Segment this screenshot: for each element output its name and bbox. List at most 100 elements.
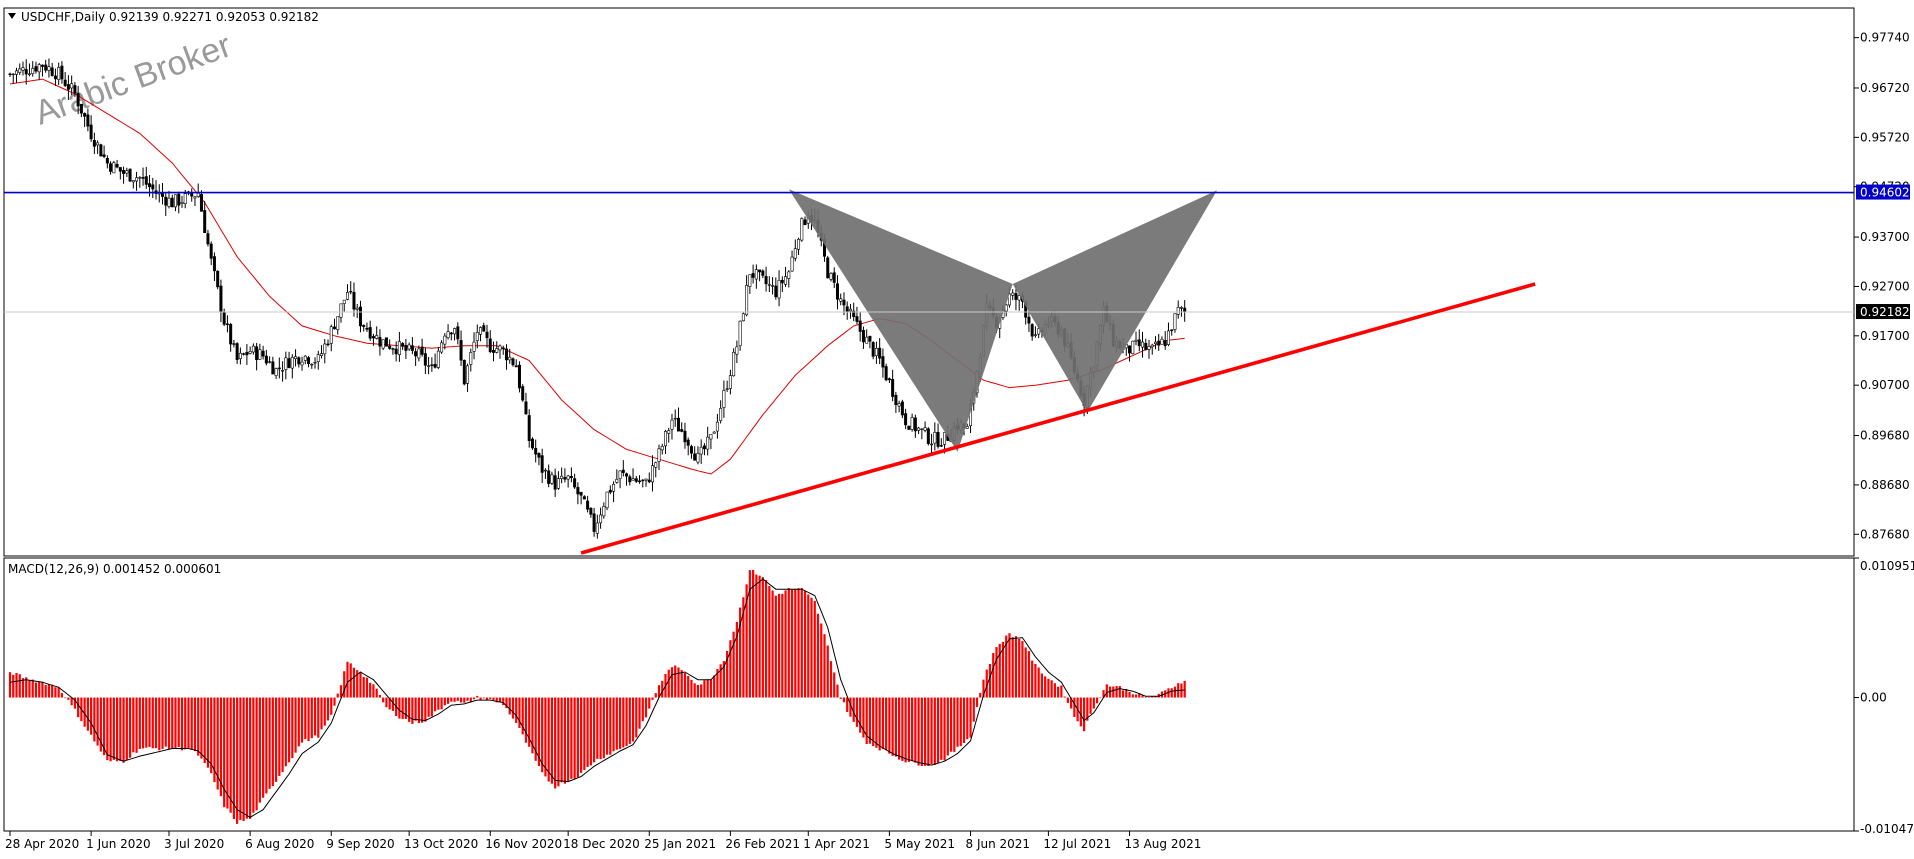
macd-bar	[103, 697, 106, 756]
candle	[469, 348, 473, 372]
candle	[884, 363, 888, 382]
macd-bar	[911, 697, 914, 761]
candle	[466, 363, 470, 392]
pattern-triangle-xab[interactable]	[788, 189, 1013, 452]
macd-bar	[745, 584, 748, 698]
candle	[66, 75, 70, 100]
candle	[355, 303, 359, 319]
macd-bar	[593, 697, 596, 763]
macd-bar	[174, 697, 177, 749]
candle	[540, 448, 544, 483]
macd-bar	[739, 607, 742, 698]
macd-bar	[1138, 693, 1141, 698]
macd-bar	[872, 697, 875, 747]
macd-bar	[372, 684, 375, 698]
candle	[1176, 300, 1180, 319]
macd-panel[interactable]	[3, 557, 1855, 832]
pattern-triangle-bcd[interactable]	[1012, 190, 1218, 413]
ohlc-values: 0.92139 0.92271 0.92053 0.92182	[109, 10, 319, 24]
candle	[621, 460, 625, 477]
candle	[420, 338, 424, 357]
support-trendline[interactable]	[580, 282, 1536, 555]
candle	[1144, 338, 1148, 351]
macd-bar	[424, 697, 427, 722]
macd-bar	[956, 697, 959, 747]
macd-bar	[703, 680, 706, 698]
macd-bar	[1102, 690, 1105, 698]
macd-bar	[969, 697, 972, 738]
macd-bar	[790, 589, 794, 698]
macd-bar	[800, 588, 803, 698]
candle	[865, 329, 869, 344]
macd-bar	[1008, 633, 1011, 698]
macd-bar	[706, 679, 709, 698]
macd-bar	[940, 697, 943, 760]
macd-bar	[927, 697, 930, 767]
macd-bar	[521, 697, 524, 735]
macd-bar	[1040, 673, 1044, 698]
macd-bar	[933, 697, 936, 765]
candle	[203, 201, 207, 234]
candle	[738, 320, 742, 351]
candle	[151, 177, 155, 199]
candle	[608, 485, 612, 495]
candle	[235, 342, 239, 364]
candle	[910, 413, 914, 432]
candle	[242, 352, 246, 356]
candle	[751, 264, 755, 284]
candle	[417, 345, 421, 362]
macd-bar	[930, 697, 933, 765]
macd-bar	[1092, 697, 1095, 709]
macd-bar	[54, 687, 57, 698]
macd-bar	[1089, 697, 1092, 714]
macd-bar	[898, 697, 901, 760]
macd-bar	[495, 697, 498, 703]
candle	[105, 155, 109, 169]
macd-bar	[284, 697, 287, 767]
candle	[907, 425, 911, 430]
candle	[647, 472, 651, 484]
candle	[586, 495, 590, 513]
macd-bar	[128, 697, 132, 758]
macd-bar	[641, 697, 644, 722]
moving-average-line	[9, 78, 1185, 475]
macd-bar	[70, 697, 73, 706]
candle	[511, 357, 515, 367]
macd-bar	[1034, 663, 1037, 698]
macd-bar	[171, 697, 174, 749]
candle	[891, 369, 895, 402]
candle	[212, 252, 216, 282]
macd-bar	[223, 697, 226, 808]
symbol-dropdown-icon[interactable]	[8, 13, 16, 19]
macd-bar	[1053, 683, 1056, 698]
macd-bar	[768, 586, 771, 698]
candle	[780, 276, 784, 292]
macd-bar	[1031, 660, 1034, 698]
macd-bar	[735, 621, 738, 698]
candle	[680, 422, 684, 433]
candle	[758, 269, 762, 282]
candle	[180, 195, 184, 208]
macd-bar	[972, 697, 975, 722]
macd-bar	[554, 697, 557, 789]
candle	[1173, 313, 1177, 333]
macd-bar	[570, 697, 573, 779]
candle	[164, 192, 168, 216]
candle	[384, 337, 388, 347]
macd-bar	[1024, 647, 1027, 698]
macd-bar	[145, 697, 148, 748]
macd-bar	[258, 697, 261, 803]
macd-bar	[73, 697, 76, 709]
macd-bar	[917, 697, 920, 766]
macd-bar	[180, 697, 184, 751]
macd-bar	[777, 593, 781, 698]
candle	[102, 145, 106, 159]
candle	[128, 168, 132, 182]
macd-bar	[1037, 667, 1040, 698]
candle	[654, 461, 658, 478]
macd-bar	[271, 697, 274, 787]
candle	[719, 400, 723, 424]
macd-bar	[1144, 696, 1147, 698]
macd-bar	[849, 697, 852, 717]
